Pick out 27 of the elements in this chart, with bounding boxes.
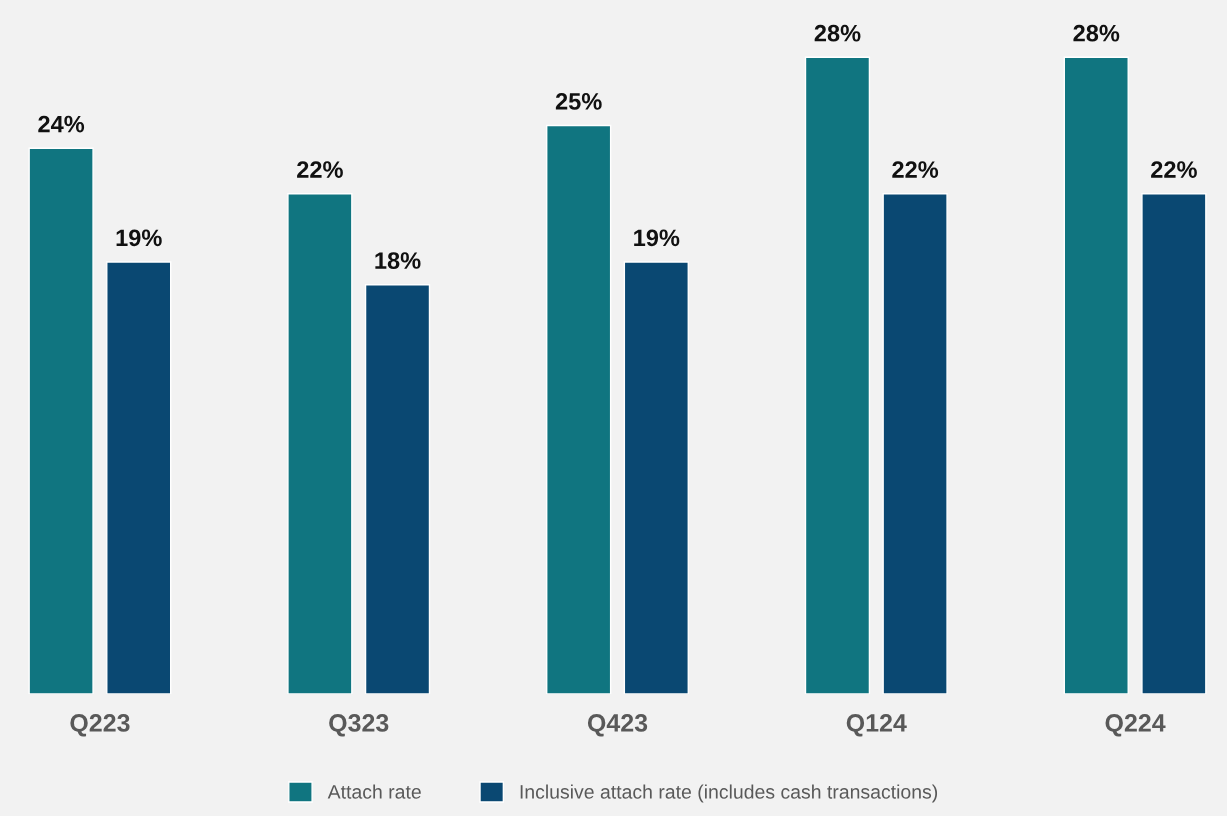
bar: [287, 193, 353, 695]
legend-label: Inclusive attach rate (includes cash transactions): [520, 784, 938, 803]
bar: [28, 147, 94, 695]
data-label: 24%: [38, 115, 85, 133]
data-label: 22%: [297, 161, 343, 178]
bar: [882, 193, 948, 695]
data-label: 22%: [892, 161, 939, 178]
data-label: 19%: [634, 229, 680, 247]
legend-label: Attach rate: [327, 784, 421, 799]
data-label: 28%: [814, 24, 861, 42]
data-label: 19%: [116, 229, 162, 247]
bar: [106, 261, 172, 695]
x-tick-label: Q124: [846, 714, 907, 737]
x-tick-label: Q224: [1105, 714, 1166, 737]
bar: [1063, 56, 1129, 695]
data-label: 28%: [1073, 24, 1120, 42]
bar: [1141, 193, 1207, 695]
data-label: 18%: [375, 252, 421, 269]
data-label: 22%: [1151, 161, 1197, 178]
bar: [546, 124, 612, 695]
x-tick-label: Q223: [70, 714, 130, 737]
bar: [623, 261, 689, 695]
bar: [804, 56, 871, 695]
data-label: 25%: [555, 93, 602, 110]
x-tick-label: Q323: [329, 714, 389, 737]
x-tick-label: Q423: [587, 714, 648, 737]
bar: [364, 284, 431, 695]
